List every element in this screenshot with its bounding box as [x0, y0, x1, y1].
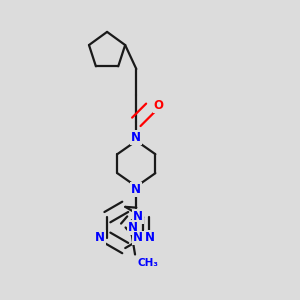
Text: N: N — [133, 210, 143, 224]
Text: O: O — [154, 99, 164, 112]
Text: N: N — [145, 231, 155, 244]
Text: N: N — [131, 131, 141, 144]
Text: N: N — [128, 221, 138, 234]
Text: CH₃: CH₃ — [138, 258, 159, 268]
Text: N: N — [133, 232, 143, 244]
Text: N: N — [131, 183, 141, 196]
Text: N: N — [95, 231, 105, 244]
